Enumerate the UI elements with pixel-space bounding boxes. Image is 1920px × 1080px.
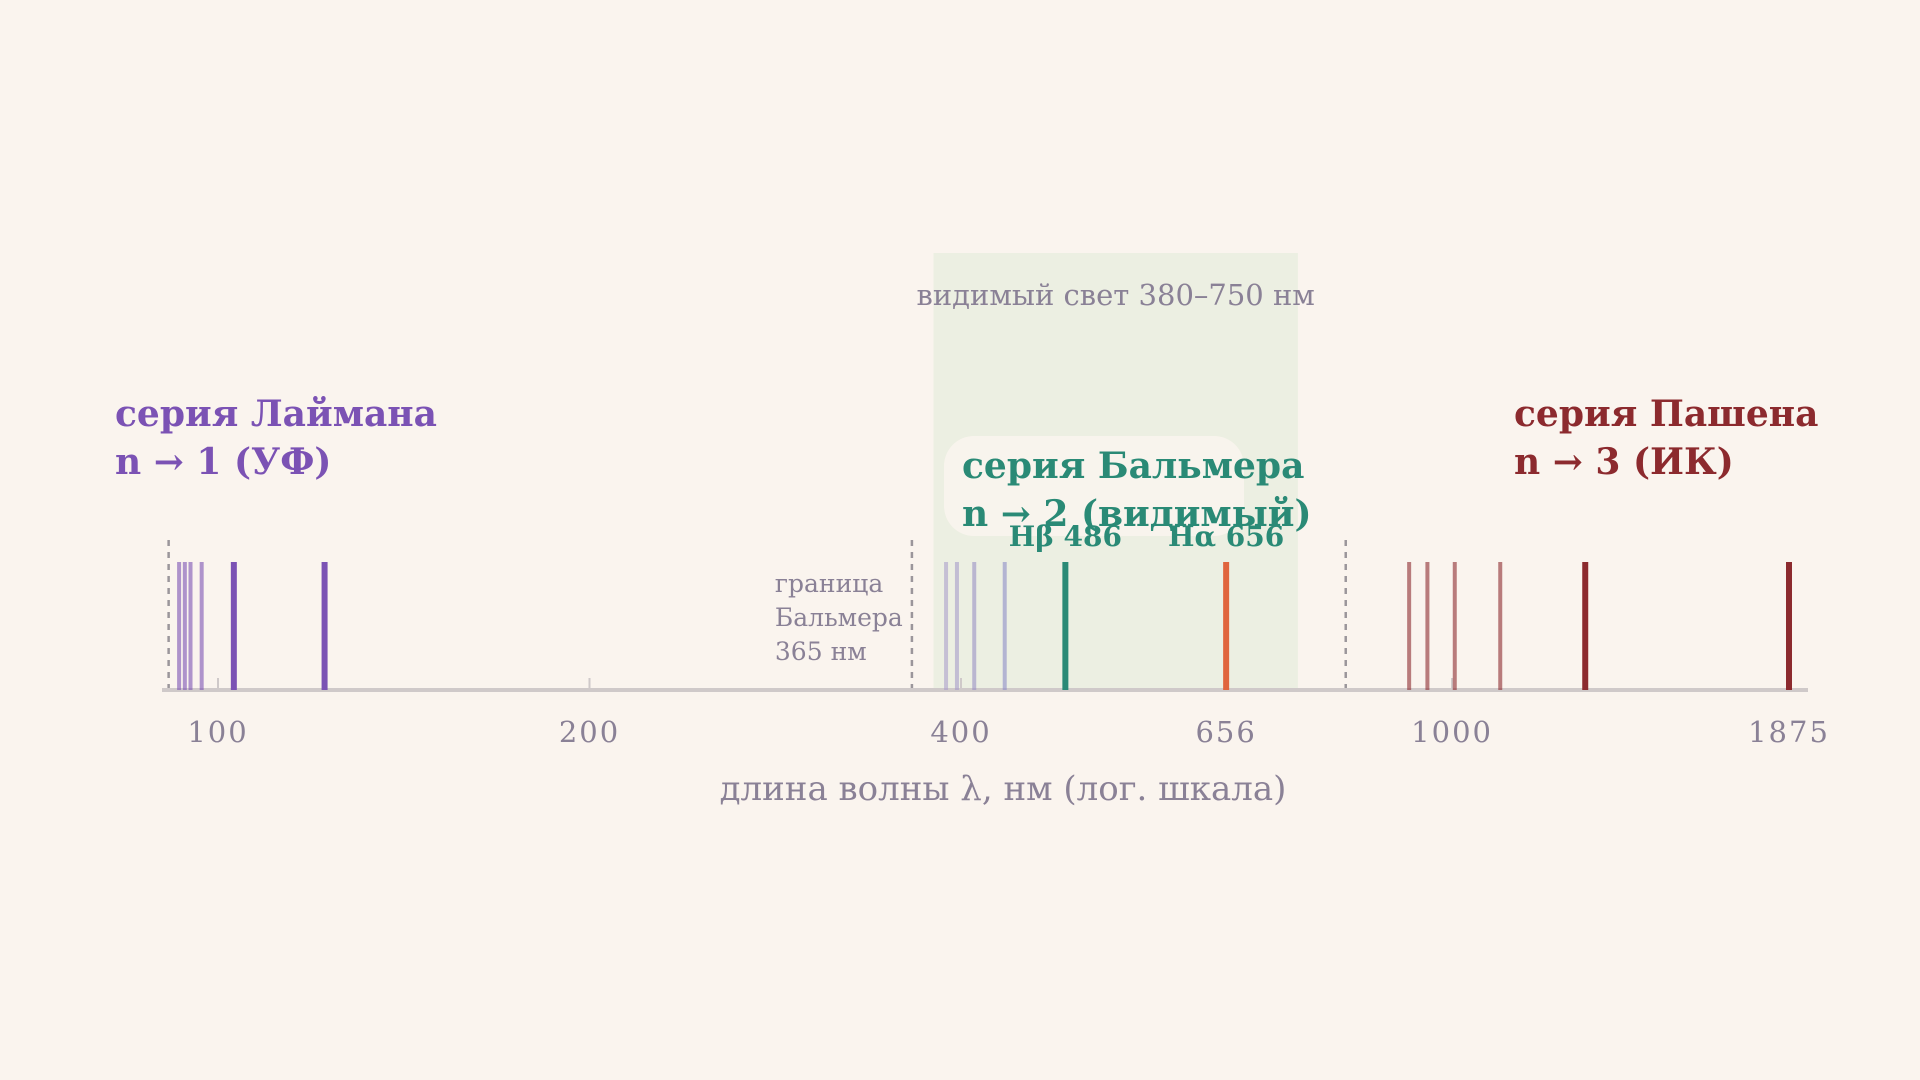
x-axis-title: длина волны λ, нм (лог. шкала) xyxy=(720,769,1287,809)
series-subtitle-2: n → 3 (ИК) xyxy=(1514,441,1734,483)
x-tick-label-200: 200 xyxy=(559,715,620,749)
series-title-0: серия Лаймана xyxy=(115,393,437,435)
x-tick-label-1875: 1875 xyxy=(1748,715,1830,749)
x-tick-label-656: 656 xyxy=(1195,715,1256,749)
series-title-2: серия Пашена xyxy=(1514,393,1818,435)
x-tick-label-1000: 1000 xyxy=(1411,715,1493,749)
limit-label-1-2: 365 нм xyxy=(775,637,867,666)
limit-label-1-1: Бальмера xyxy=(775,603,903,632)
series-title-1: серия Бальмера xyxy=(962,445,1304,487)
series-subtitle-0: n → 1 (УФ) xyxy=(115,441,331,483)
line-label-656: Hα 656 xyxy=(1168,520,1284,553)
x-tick-label-400: 400 xyxy=(930,715,991,749)
series-title-halo-1 xyxy=(944,436,1244,536)
line-label-486: Hβ 486 xyxy=(1009,520,1122,553)
limit-label-1-0: граница xyxy=(775,569,883,598)
visible-light-label: видимый свет 380–750 нм xyxy=(917,278,1315,312)
x-tick-label-100: 100 xyxy=(187,715,248,749)
series-subtitle-1: n → 2 (видимый) xyxy=(962,493,1312,535)
